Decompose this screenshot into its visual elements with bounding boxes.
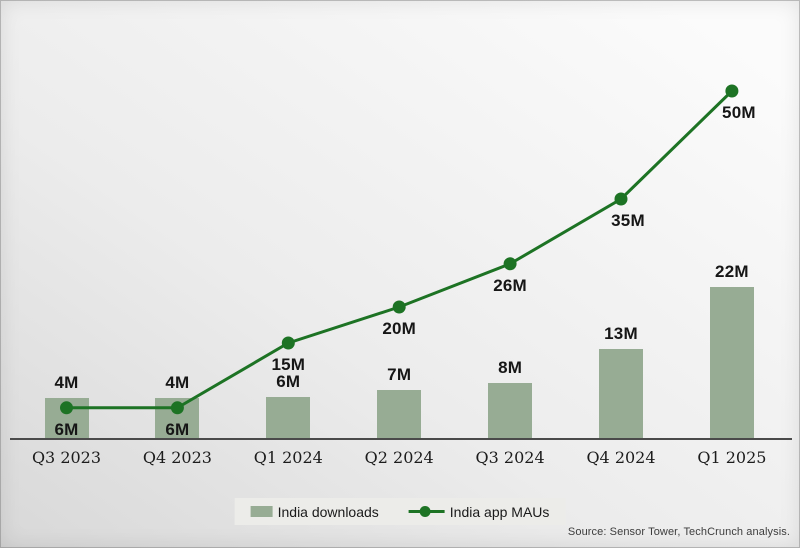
legend-label-maus: India app MAUs <box>449 503 550 520</box>
downloads-bar <box>266 396 311 438</box>
downloads-bar <box>709 287 754 438</box>
maus-point-dot <box>503 257 517 271</box>
x-axis-tick-label: Q3 2024 <box>475 448 545 467</box>
downloads-value-label: 7M <box>387 365 412 385</box>
maus-value-label: 26M <box>493 275 527 295</box>
downloads-value-label: 13M <box>604 323 638 343</box>
downloads-value-label: 22M <box>715 262 749 282</box>
maus-value-label: 6M <box>165 419 190 439</box>
line-dot-swatch-icon <box>408 506 445 517</box>
downloads-bar <box>377 390 422 438</box>
x-axis-line <box>10 438 792 440</box>
maus-point-dot <box>614 192 628 206</box>
legend-label-downloads: India downloads <box>277 503 379 520</box>
maus-point-dot <box>725 84 739 98</box>
downloads-value-label: 8M <box>498 358 523 378</box>
downloads-bar <box>599 348 643 438</box>
legend-item-maus: India app MAUs <box>408 503 550 520</box>
x-axis-tick-label: Q1 2025 <box>697 448 767 467</box>
maus-value-label: 15M <box>271 355 306 374</box>
source-attribution: Source: Sensor Tower, TechCrunch analysi… <box>567 526 790 538</box>
x-axis-tick-label: Q4 2024 <box>586 448 656 467</box>
x-axis-tick-label: Q2 2024 <box>364 448 434 467</box>
x-axis-tick-label: Q3 2023 <box>31 448 102 467</box>
x-axis-tick-label: Q4 2023 <box>142 448 212 467</box>
bar-swatch-icon <box>250 506 273 517</box>
downloads-value-label: 4M <box>54 373 79 392</box>
maus-value-label: 20M <box>382 319 417 338</box>
downloads-value-label: 4M <box>165 373 190 392</box>
maus-point-dot <box>281 336 295 350</box>
maus-value-label: 50M <box>722 103 756 122</box>
legend: India downloads India app MAUs <box>234 498 566 525</box>
legend-item-downloads: India downloads <box>250 503 379 520</box>
maus-point-dot <box>392 300 406 314</box>
maus-value-label: 6M <box>54 419 79 439</box>
maus-value-label: 35M <box>611 211 645 230</box>
x-axis-tick-label: Q1 2024 <box>253 448 323 467</box>
line-swatch-dot <box>419 506 431 517</box>
downloads-bar <box>488 383 533 438</box>
